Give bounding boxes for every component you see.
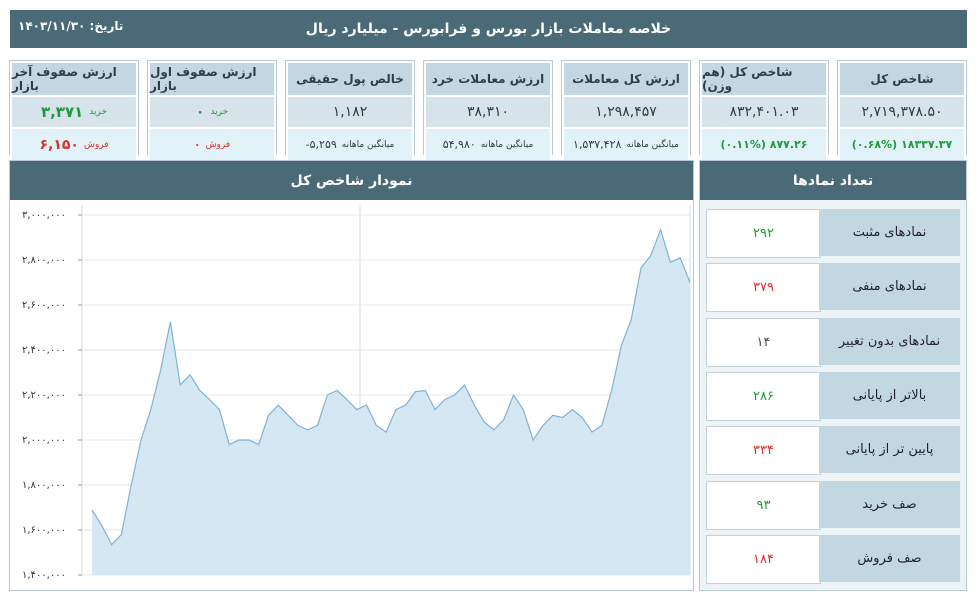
line [91, 227, 691, 546]
card: ارزش معاملات خرد ۳۸,۳۱۰ میانگین ماهانه ۵۴… [423, 60, 553, 162]
symbol-row: ۳۳۴ پایین تر از پایانی [706, 426, 960, 476]
card-title: شاخص کل (هم وزن) [700, 61, 828, 97]
card-sub: ۰ [193, 138, 201, 151]
symbol-row: ۲۸۶ بالاتر از پایانی [706, 371, 960, 421]
header-date: تاریخ: ۱۴۰۳/۱۱/۳۰ [18, 19, 124, 33]
card: ارزش صفوف آخر بازار خرید ۳,۳۷۱ فروش ۶,۱۵۰ [9, 60, 139, 162]
card-value: ۱,۱۸۲ [332, 104, 368, 120]
symbol-label: نمادهای مثبت [819, 209, 960, 256]
symbols-header: تعداد نمادها [700, 161, 966, 200]
symbol-count: ۳۳۴ [706, 426, 821, 476]
symbol-label: صف خرید [819, 480, 960, 528]
header-title: خلاصه معاملات بازار بورس و فرابورس - میل… [305, 21, 672, 37]
symbols-title: تعداد نمادها [792, 172, 874, 189]
card-value-label: خرید [210, 107, 229, 117]
y-tick-label: ۲,۲۰۰,۰۰۰ [22, 390, 66, 401]
symbol-count: ۳۷۹ [706, 263, 821, 313]
area [92, 229, 690, 575]
chart-panel [9, 160, 694, 591]
card-value: ۰ [195, 104, 205, 120]
symbol-row: ۱۴ نمادهای بدون تغییر [706, 317, 960, 367]
card-sub-label: فروش [83, 139, 109, 150]
card: ارزش کل معاملات ۱,۲۹۸,۴۵۷ میانگین ماهانه… [561, 60, 691, 162]
y-tick-label: ۲,۶۰۰,۰۰۰ [22, 300, 66, 311]
card-title: ارزش معاملات خرد [424, 61, 552, 97]
card-sub-label: میانگین ماهانه [341, 139, 395, 150]
symbol-count: ۲۹۲ [706, 209, 821, 258]
card-sub-label: فروش [205, 139, 231, 150]
card-title: ارزش کل معاملات [562, 61, 690, 97]
card-sub-label: میانگین ماهانه [626, 139, 679, 150]
header-bar: خلاصه معاملات بازار بورس و فرابورس - میل… [10, 10, 967, 48]
symbol-label: بالاتر از پایانی [819, 371, 960, 419]
chart-title: نمودار شاخص کل [290, 172, 413, 189]
card: خالص پول حقیقی ۱,۱۸۲ میانگین ماهانه -۵,۲۵… [285, 60, 415, 162]
symbol-count: ۲۸۶ [706, 371, 821, 421]
chart: ۱,۴۰۰,۰۰۰ ۱,۶۰۰,۰۰۰ ۱,۸۰۰,۰۰۰ ۲,۰۰۰,۰۰۰ ۲,۲۰… [22, 205, 691, 581]
symbol-row: ۳۷۹ نمادهای منفی [706, 263, 960, 313]
y-tick-label: ۱,۴۰۰,۰۰۰ [22, 570, 66, 581]
card-title: ارزش صفوف اول بازار [148, 61, 276, 97]
card: شاخص کل ۲,۷۱۹,۳۷۸.۵۰ (۰.۶۸%) ۱۸۳۳۷.۳۷ [837, 60, 967, 162]
y-tick-label: ۱,۸۰۰,۰۰۰ [22, 480, 66, 491]
card-sub: -۵,۲۵۹ [305, 138, 337, 151]
card-value: ۲,۷۱۹,۳۷۸.۵۰ [861, 104, 943, 120]
symbol-label: پایین تر از پایانی [819, 426, 960, 474]
y-tick-label: ۲,۴۰۰,۰۰۰ [22, 345, 66, 356]
card-value: ۳,۳۷۱ [40, 103, 84, 121]
symbol-label: صف فروش [819, 534, 960, 582]
card-value: ۱,۲۹۸,۴۵۷ [595, 104, 657, 120]
card: شاخص کل (هم وزن) ۸۳۲,۴۰۱.۰۳ (۰.۱۱%) ۸۷۷.… [699, 60, 829, 162]
y-tick-label: ۲,۰۰۰,۰۰۰ [22, 435, 66, 446]
card-sub: ۶,۱۵۰ [39, 136, 79, 153]
symbol-count: ۱۸۴ [706, 534, 821, 584]
card-sub: (۰.۱۱%) ۸۷۷.۲۶ [720, 138, 808, 151]
card-title: شاخص کل [838, 61, 966, 97]
card-sub: ۵۴,۹۸۰ [442, 138, 476, 151]
card-value: ۸۳۲,۴۰۱.۰۳ [729, 104, 799, 120]
y-tick-label: ۲,۸۰۰,۰۰۰ [22, 255, 66, 266]
symbol-row: ۹۳ صف خرید [706, 480, 960, 530]
symbol-label: نمادهای منفی [819, 263, 960, 311]
card-sub: (۰.۶۸%) ۱۸۳۳۷.۳۷ [851, 138, 953, 151]
y-tick-label: ۳,۰۰۰,۰۰۰ [22, 210, 66, 221]
card-title: خالص پول حقیقی [286, 61, 414, 97]
card-value-label: خرید [89, 107, 108, 117]
symbol-row: ۱۸۴ صف فروش [706, 534, 960, 584]
chart-header: نمودار شاخص کل [10, 161, 693, 200]
symbol-count: ۹۳ [706, 480, 821, 530]
y-tick-label: ۱,۶۰۰,۰۰۰ [22, 525, 66, 536]
card-title: ارزش صفوف آخر بازار [10, 61, 138, 97]
symbol-label: نمادهای بدون تغییر [819, 317, 960, 365]
card-value: ۳۸,۳۱۰ [466, 104, 510, 120]
symbol-row: ۲۹۲ نمادهای مثبت [706, 209, 960, 258]
card: ارزش صفوف اول بازار خرید ۰ فروش ۰ [147, 60, 277, 162]
card-sub: ۱,۵۳۷,۴۲۸ [573, 138, 622, 151]
symbol-count: ۱۴ [706, 317, 821, 367]
card-sub-label: میانگین ماهانه [480, 139, 534, 150]
